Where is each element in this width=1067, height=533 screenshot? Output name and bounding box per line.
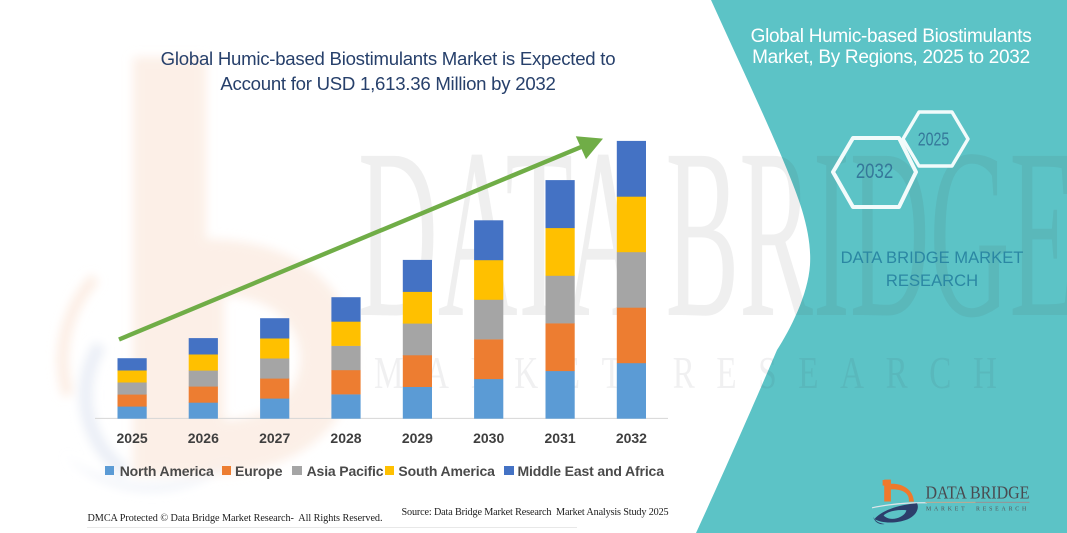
svg-text:DATA BRIDGE: DATA BRIDGE [926,483,1030,503]
svg-text:2025: 2025 [918,130,950,150]
svg-text:2032: 2032 [856,160,893,183]
svg-text:MARKET RESEARCH: MARKET RESEARCH [926,506,1029,513]
